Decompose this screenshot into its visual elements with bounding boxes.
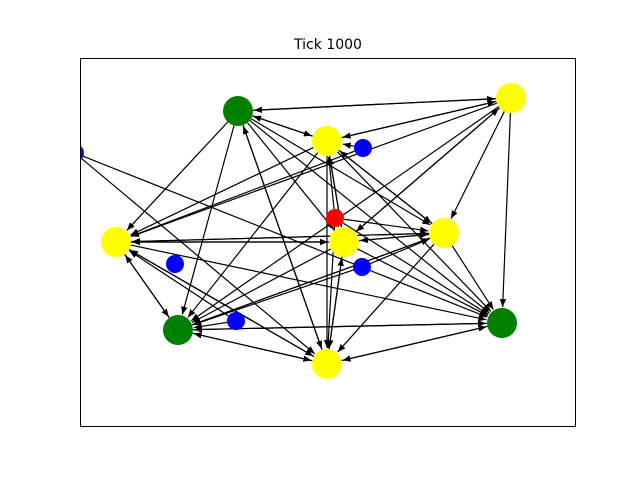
- edge-y2-to-y5: [130, 146, 314, 236]
- edge-b5-to-g3: [83, 155, 488, 318]
- node-y2-yellow: [312, 126, 342, 156]
- node-y1-yellow: [496, 83, 526, 113]
- node-g1-green: [223, 96, 253, 126]
- edge-y4-to-g3: [451, 245, 494, 310]
- edge-y2-to-y1: [341, 100, 496, 139]
- node-y6-yellow: [312, 349, 342, 379]
- node-b3-blue: [353, 258, 371, 276]
- edge-y3-to-y1: [354, 107, 500, 233]
- node-b4-blue: [227, 312, 245, 330]
- edge-b1-to-y2: [342, 142, 355, 149]
- edge-y6-to-g1: [242, 125, 323, 351]
- edge-y2-to-g1: [252, 115, 313, 137]
- edge-y1-to-g2: [190, 106, 500, 322]
- edges-layer: [81, 95, 512, 362]
- edge-y2-to-g2: [187, 152, 319, 318]
- edge-g1-to-y4: [250, 118, 431, 226]
- edge-y1-to-g1: [253, 98, 497, 114]
- edge-b1-to-y5: [130, 150, 355, 237]
- edge-y5-to-g3: [130, 244, 487, 322]
- edge-y1-to-g3: [499, 112, 512, 308]
- node-b5-blue: [80, 145, 84, 161]
- edge-b3-to-y4: [370, 238, 430, 265]
- figure-title: Tick 1000: [293, 37, 362, 53]
- node-b2-blue: [166, 255, 184, 273]
- node-y3-yellow: [329, 227, 359, 257]
- edge-g1-to-y5: [126, 121, 229, 231]
- edge-b4-to-y5: [129, 250, 229, 317]
- edge-g2-to-y5: [124, 254, 170, 319]
- node-r1-red: [326, 209, 344, 227]
- edge-g2-to-y4: [191, 237, 430, 326]
- edge-y3-to-g2: [191, 248, 332, 324]
- edge-b3-to-g2: [192, 269, 354, 326]
- edge-r1-to-y2: [326, 156, 335, 210]
- nodes-layer: [80, 83, 526, 379]
- edge-y1-to-y4: [450, 111, 505, 219]
- axes-frame: [80, 58, 576, 427]
- edge-y5-to-y4: [130, 230, 429, 243]
- node-g2-green: [163, 315, 193, 345]
- edge-y6-to-y5: [129, 249, 315, 358]
- node-b1-blue: [354, 139, 372, 157]
- edge-y6-to-g2: [193, 332, 313, 362]
- edge-r1-to-y4: [343, 218, 429, 233]
- edge-g1-to-g2: [181, 125, 235, 315]
- edge-y6-to-y3: [328, 257, 344, 350]
- edge-b5-to-y6: [81, 158, 316, 355]
- edge-y4-to-y2: [339, 150, 433, 225]
- edge-y1-to-y5: [130, 102, 498, 238]
- edge-g3-to-g2: [193, 322, 488, 333]
- node-g3-green: [487, 308, 517, 338]
- edge-y6-to-g3: [341, 325, 487, 362]
- edge-g1-to-g3: [249, 119, 490, 314]
- edge-y2-to-g3: [336, 151, 492, 312]
- edge-y4-to-y3: [359, 233, 430, 244]
- node-y4-yellow: [429, 218, 459, 248]
- node-y5-yellow: [101, 227, 131, 257]
